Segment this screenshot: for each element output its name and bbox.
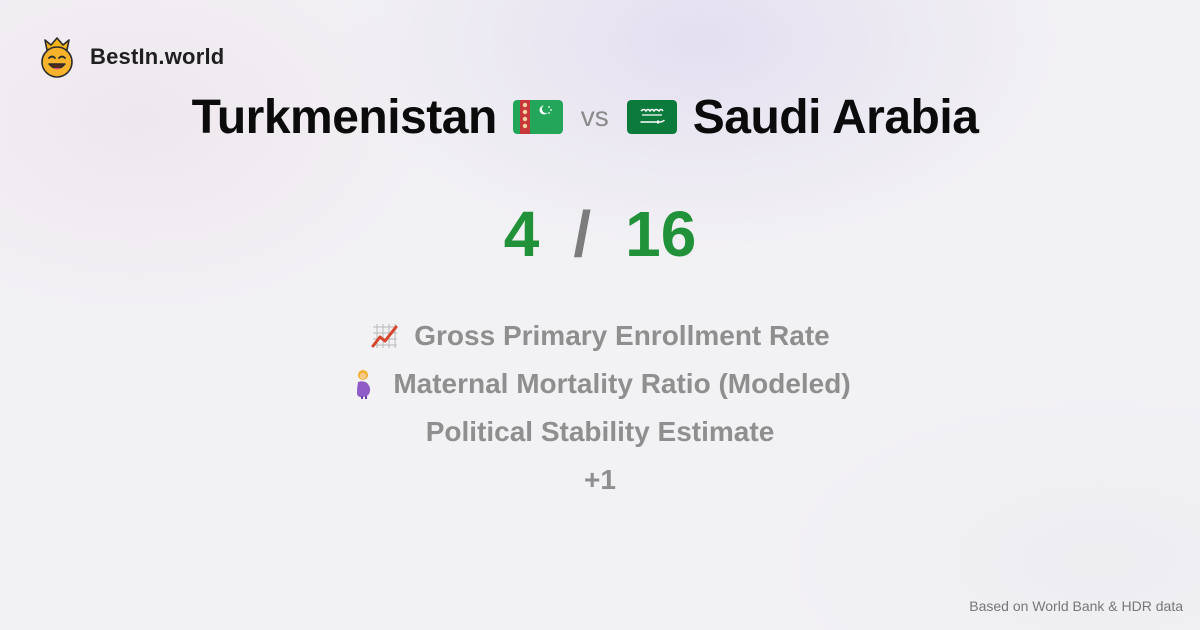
country-b-name: Saudi Arabia xyxy=(692,90,979,144)
metric-item: Gross Primary Enrollment Rate xyxy=(370,312,830,360)
score: 4 / 16 xyxy=(0,196,1200,272)
metric-label: Political Stability Estimate xyxy=(425,416,775,447)
vs-label: vs xyxy=(580,101,609,132)
metric-label: Gross Primary Enrollment Rate xyxy=(414,320,830,351)
brand-name: BestIn.world xyxy=(90,44,225,69)
metric-item: Political Stability Estimate xyxy=(426,408,775,456)
crown-smiley-icon xyxy=(41,37,73,78)
metric-list: Gross Primary Enrollment Rate Maternal M… xyxy=(0,312,1200,504)
score-country-a: 4 xyxy=(503,198,540,270)
chart-increasing-icon xyxy=(371,324,398,348)
brand-logo[interactable]: BestIn.world xyxy=(38,36,224,78)
turkmenistan-flag-icon xyxy=(512,100,563,134)
more-metrics-count: +1 xyxy=(584,464,616,495)
saudi-arabia-flag-icon xyxy=(626,100,677,134)
metric-item: Maternal Mortality Ratio (Modeled) xyxy=(349,360,851,408)
metric-label: Maternal Mortality Ratio (Modeled) xyxy=(393,368,851,399)
data-source-note: Based on World Bank & HDR data xyxy=(969,598,1183,614)
country-a-name: Turkmenistan xyxy=(191,90,498,144)
score-country-b: 16 xyxy=(625,198,697,270)
comparison-title: Turkmenistan vs Saudi Arabia xyxy=(0,84,1170,150)
pregnant-woman-icon xyxy=(357,370,371,399)
score-separator: / xyxy=(573,198,592,270)
